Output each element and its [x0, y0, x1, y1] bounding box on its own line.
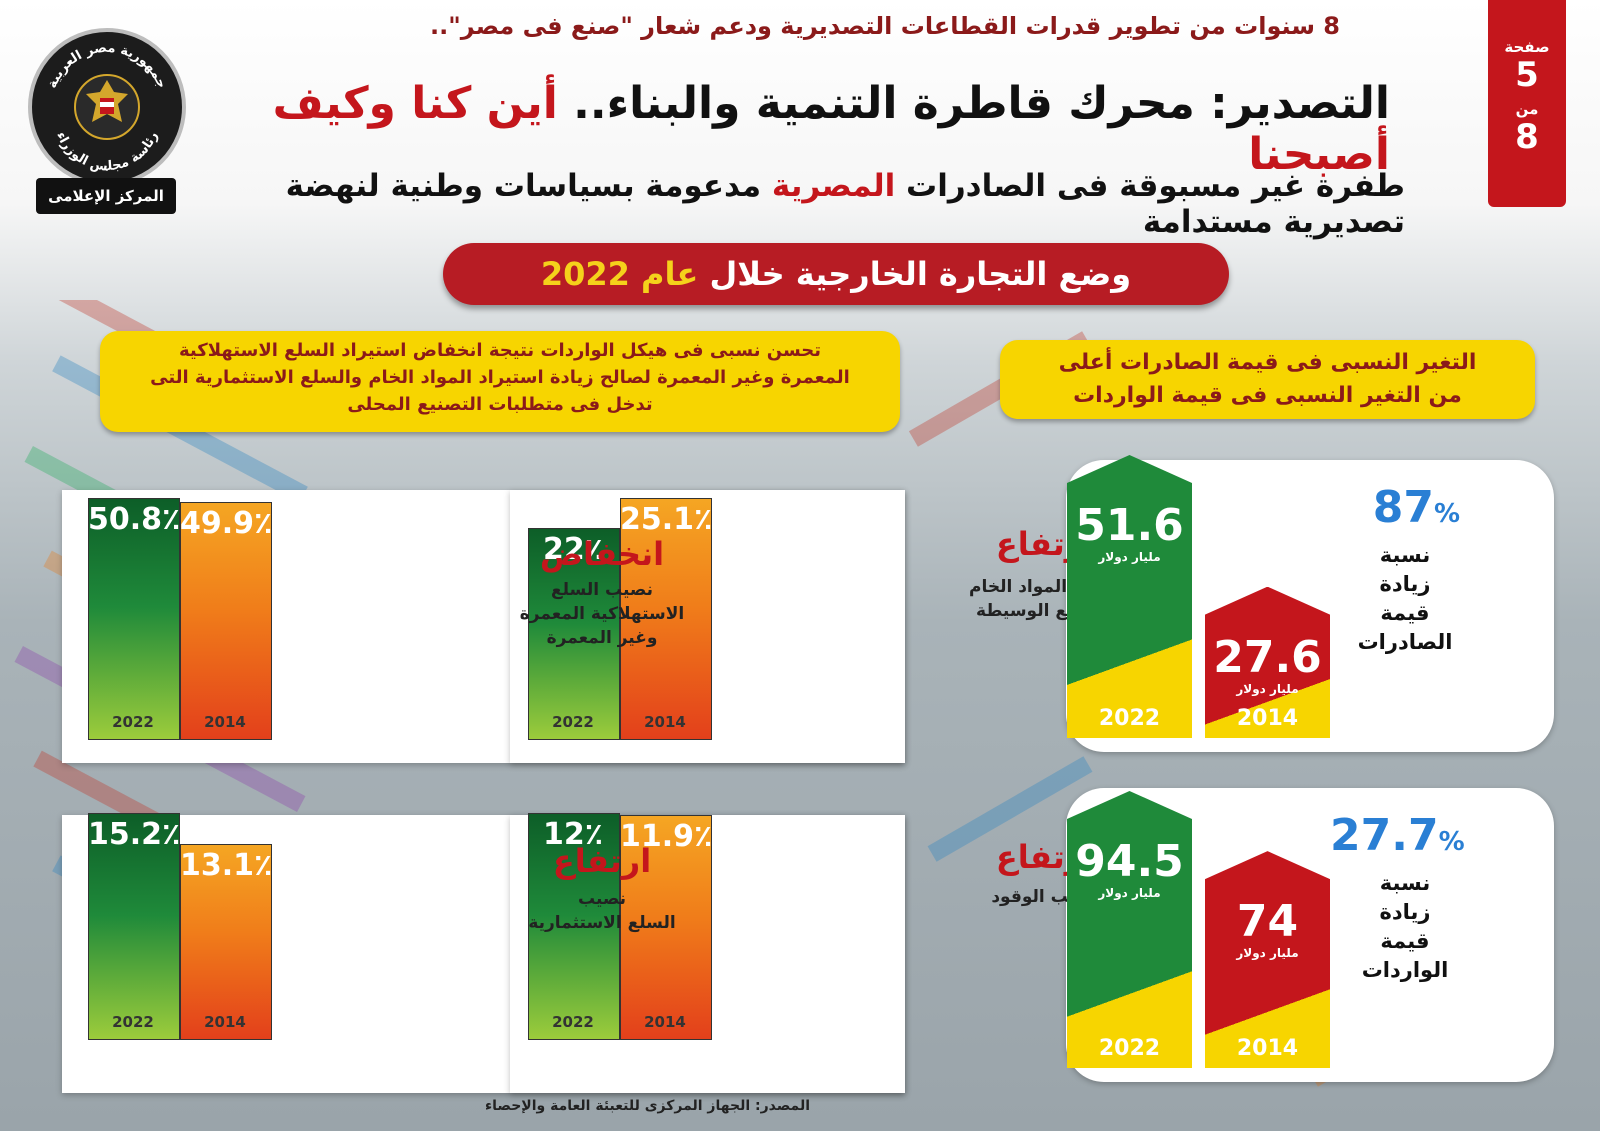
pct-sign: %	[1433, 499, 1460, 529]
data-label: 13.1٪	[180, 848, 273, 884]
tick-label: 2022	[112, 1013, 154, 1031]
data-unit: مليار دولار	[1236, 681, 1299, 696]
data-label: 50.8٪	[88, 502, 181, 537]
subtitle-b: مدعومة بسياسات وطنية لنهضة تصديرية مستدا…	[285, 168, 1405, 240]
data-label: 51.6	[1075, 500, 1184, 551]
bar	[1067, 791, 1192, 1068]
bar	[528, 527, 620, 740]
source-note: المصدر: الجهاز المركزى للتعبئة العامة وا…	[485, 1098, 810, 1114]
page-badge: صفحة 5 من 8	[1488, 0, 1566, 207]
pct-value: 87%	[1330, 482, 1460, 533]
subtitle: طفرة غير مسبوقة فى الصادرات المصرية مدعو…	[155, 168, 1405, 240]
bar	[528, 813, 620, 1040]
logo-seal-icon: جمهورية مصر العربية رئاسة مجلس الوزراء	[45, 41, 169, 175]
title-black: التصدير: محرك قاطرة التنمية والبناء..	[573, 78, 1390, 129]
tick-label: 2014	[204, 713, 246, 731]
tick-label: 2022	[552, 713, 594, 731]
pct-desc-line: نسبة	[1379, 543, 1431, 567]
bar	[620, 814, 712, 1040]
chart-desc-line: وغير المعمرة	[546, 628, 658, 648]
pct-value: 27.7%	[1330, 810, 1465, 861]
pct-number: 27.7	[1330, 810, 1439, 861]
tick-label: 2014	[644, 1013, 686, 1031]
tick-label: 2014	[644, 713, 686, 731]
relative-change-note: التغير النسبى فى قيمة الصادرات أعلى من ا…	[1000, 340, 1535, 419]
bar	[1067, 455, 1192, 738]
data-unit: مليار دولار	[1236, 946, 1299, 961]
page-number: 5	[1515, 55, 1539, 95]
logo: جمهورية مصر العربية رئاسة مجلس الوزراء	[28, 28, 186, 186]
data-unit: مليار دولار	[1098, 550, 1161, 564]
chart-title: ارتفاع	[552, 842, 652, 880]
pct-desc-line: الواردات	[1361, 958, 1449, 982]
imports-structure-note: تحسن نسبى فى هيكل الواردات نتيجة انخفاض …	[100, 331, 900, 432]
tick-label: 2014	[204, 1013, 246, 1031]
chart-title: انخفاض	[539, 535, 665, 573]
page-total: 8	[1515, 117, 1539, 157]
data-label: 25.1٪	[620, 502, 713, 537]
note-line-3: تدخل فى متطلبات التصنيع المحلى	[347, 394, 653, 415]
top-line: 8 سنوات من تطوير قدرات القطاعات التصديري…	[430, 12, 1340, 40]
logo-tag: المركز الإعلامى	[36, 178, 176, 214]
data-label: 94.5	[1075, 836, 1184, 887]
data-label: 15.2٪	[88, 817, 181, 852]
subtitle-red: المصرية	[771, 168, 896, 204]
pct-number: 87	[1372, 482, 1434, 533]
pct-desc-line: قيمة	[1380, 601, 1430, 625]
data-unit: مليار دولار	[1098, 886, 1161, 900]
note-line-1: التغير النسبى فى قيمة الصادرات أعلى	[1058, 350, 1477, 375]
banner-highlight: عام 2022	[540, 255, 699, 293]
tick-label: 2014	[1236, 1036, 1299, 1061]
pct-desc-line: الصادرات	[1357, 630, 1453, 654]
chart-desc-line: نصيب السلع	[550, 580, 654, 600]
bar	[88, 813, 180, 1040]
bar	[1205, 586, 1330, 738]
tick-label: 2014	[1236, 706, 1299, 731]
pct-desc-line: نسبة	[1379, 871, 1431, 895]
chart-desc-line: السلع الاستثمارية	[528, 913, 676, 933]
bar	[88, 498, 180, 740]
of-label: من	[1515, 100, 1539, 118]
pct-desc-line: زيادة	[1379, 900, 1431, 924]
pct-sign: %	[1438, 827, 1465, 857]
note-line-2: المعمرة وغير المعمرة لصالح زيادة استيراد…	[150, 367, 850, 388]
tick-label: 2022	[1098, 706, 1161, 731]
data-label: 22٪	[542, 531, 604, 567]
data-label: 74	[1236, 896, 1299, 948]
note-line-1: تحسن نسبى فى هيكل الواردات نتيجة انخفاض …	[178, 340, 821, 361]
data-label: 11.9٪	[620, 818, 713, 854]
subtitle-a: طفرة غير مسبوقة فى الصادرات	[906, 168, 1405, 204]
pct-desc-line: قيمة	[1380, 929, 1430, 953]
data-label: 49.9٪	[180, 506, 273, 542]
data-label: 27.6	[1213, 631, 1322, 683]
page-label: صفحة	[1504, 38, 1550, 56]
section-banner: وضع التجارة الخارجية خلال عام 2022	[443, 243, 1229, 305]
chart-desc-line: الاستهلاكية المعمرة	[519, 604, 685, 624]
main-title: التصدير: محرك قاطرة التنمية والبناء.. أي…	[190, 78, 1390, 180]
tick-label: 2022	[552, 1013, 594, 1031]
tick-label: 2022	[1098, 1036, 1161, 1061]
bar	[180, 502, 272, 740]
pct-desc-line: زيادة	[1379, 572, 1431, 596]
data-label: 12٪	[542, 817, 604, 852]
tick-label: 2022	[112, 713, 154, 731]
bar	[1205, 851, 1330, 1068]
bar	[180, 844, 272, 1040]
banner-text: وضع التجارة الخارجية خلال	[709, 255, 1132, 293]
bar	[620, 498, 712, 740]
title-red: أين كنا وكيف أصبحنا	[272, 78, 1390, 180]
note-line-2: من التغير النسبى فى قيمة الواردات	[1073, 383, 1462, 408]
chart-desc-line: نصيب	[577, 889, 627, 909]
